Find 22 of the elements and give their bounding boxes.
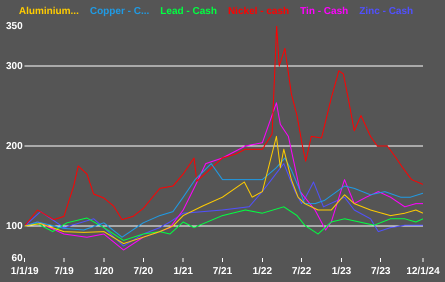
- y-tick-label: 100: [6, 220, 24, 232]
- x-tick-label: 1/20: [94, 266, 114, 277]
- x-tick-label: 1/23: [332, 266, 352, 277]
- series-label: Nickel - cash: [228, 6, 290, 17]
- x-tick-label: 7/22: [292, 266, 312, 277]
- x-tick-label: 7/23: [370, 266, 391, 277]
- text: Tin - Cash: [300, 6, 348, 17]
- x-tick-label: 1/22: [252, 266, 272, 277]
- y-tick-label: 350: [6, 20, 24, 32]
- y-tick-label: 300: [6, 60, 24, 72]
- y-tick-label: 60: [12, 252, 24, 264]
- x-tick-label: 7/20: [134, 266, 154, 277]
- text: Lead - Cash: [160, 6, 217, 17]
- y-tick-label: 200: [6, 140, 24, 152]
- x-tick-label: 12/1/24: [406, 266, 440, 277]
- text: Copper - C...: [90, 6, 150, 17]
- x-tick-label: 1/21: [173, 266, 194, 277]
- x-tick-label: 7/21: [212, 266, 233, 277]
- text: Aluminium...: [18, 6, 80, 17]
- x-tick-label: 7/19: [54, 266, 74, 277]
- text: Zinc - Cash: [359, 6, 414, 17]
- x-tick-label: 1/1/19: [10, 266, 40, 277]
